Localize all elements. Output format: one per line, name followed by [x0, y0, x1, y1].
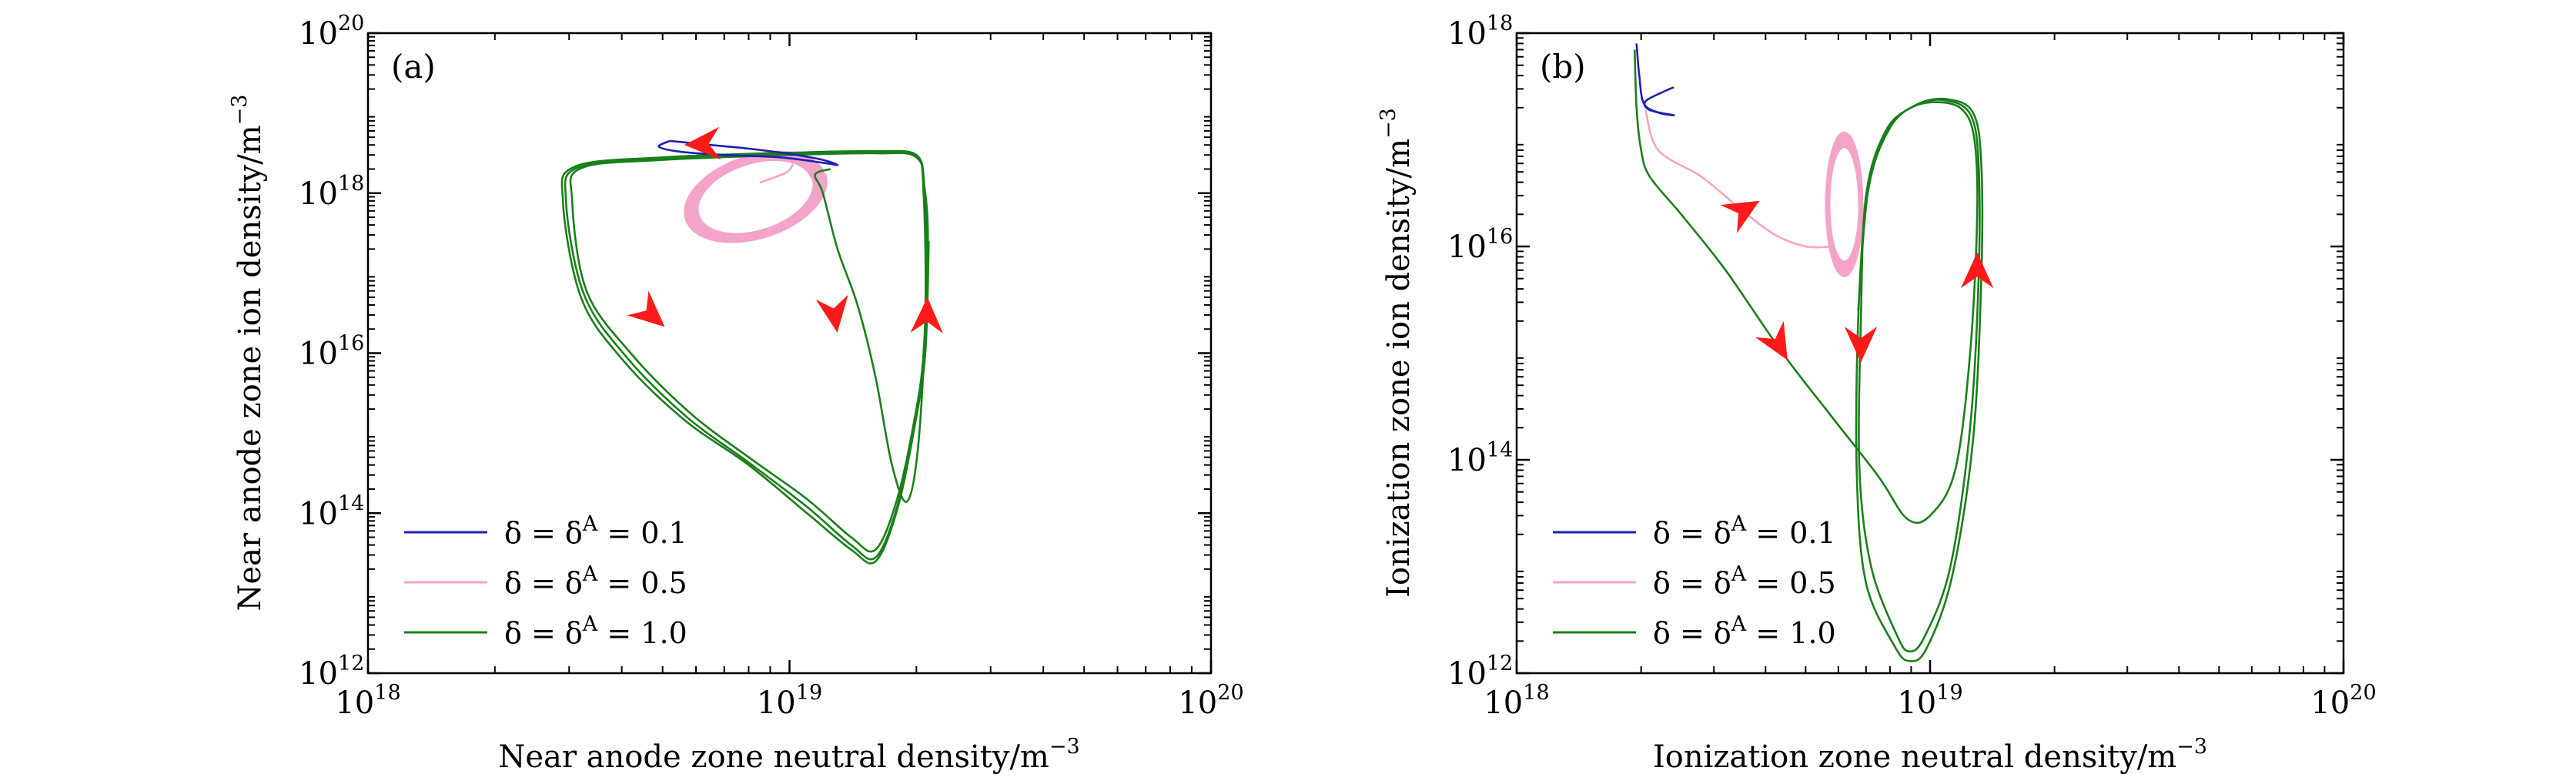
- plot-frame: [366, 32, 1213, 675]
- series-line: [684, 150, 828, 243]
- y-axis-title: Ionization zone ion density/m−3: [1377, 108, 1417, 598]
- direction-arrow: [910, 297, 943, 334]
- x-axis-title: Ionization zone neutral density/m−3: [1653, 735, 2207, 775]
- series-line: [657, 139, 839, 166]
- series-line: [560, 149, 930, 565]
- x-tick-label: 1019: [757, 681, 822, 721]
- direction-arrow: [1960, 252, 1994, 289]
- series-green: [560, 149, 930, 565]
- legend-label: δ = δA = 0.1: [1653, 512, 1836, 550]
- series-green: [1634, 49, 1984, 662]
- legend-label: δ = δA = 0.5: [1653, 562, 1836, 600]
- legend: δ = δA = 0.1 δ = δA = 0.5 δ = δA = 1.0: [1553, 512, 1836, 650]
- series-line: [1634, 49, 1984, 662]
- y-tick-label: 1016: [299, 332, 364, 372]
- x-tick-label: 1018: [1484, 681, 1549, 721]
- legend-label: δ = δA = 1.0: [504, 612, 687, 650]
- x-tick-label: 1020: [2310, 681, 2376, 721]
- y-tick-label: 1018: [1447, 12, 1513, 52]
- y-tick-label: 1018: [299, 172, 364, 212]
- x-tick-label: 1018: [335, 681, 400, 721]
- direction-arrow: [815, 294, 848, 333]
- y-tick-label: 1014: [299, 491, 364, 531]
- series-pink: [684, 150, 828, 243]
- legend: δ = δA = 0.1 δ = δA = 0.5 δ = δA = 1.0: [404, 512, 687, 650]
- series-line: [1635, 43, 1675, 116]
- plot-area: [560, 139, 930, 565]
- panel-label: (b): [1540, 48, 1586, 85]
- series-blue: [657, 139, 839, 166]
- series-line: [1825, 131, 1864, 277]
- y-tick-label: 1012: [1447, 652, 1513, 692]
- y-axis-title: Near anode zone ion density/m−3: [228, 95, 268, 612]
- y-tick-label: 1020: [299, 12, 364, 52]
- panel-a: 1018 1019 1020 1012 1014 1016 1018 1020 Near ano…: [228, 12, 1244, 775]
- plot-frame: [1515, 32, 2345, 675]
- legend-label: δ = δA = 0.5: [504, 562, 687, 600]
- direction-arrow: [1844, 327, 1878, 363]
- y-tick-label: 1014: [1447, 438, 1513, 478]
- y-tick-label: 1012: [299, 652, 364, 692]
- direction-arrow: [1755, 320, 1788, 360]
- legend-label: δ = δA = 0.1: [504, 512, 687, 550]
- direction-arrow: [1720, 200, 1760, 233]
- series-blue: [1635, 43, 1675, 116]
- x-axis-title: Near anode zone neutral density/m−3: [498, 735, 1079, 775]
- x-tick-label: 1020: [1178, 681, 1243, 721]
- panel-label: (a): [391, 48, 436, 85]
- panel-b: 1018 1019 1020 1012 1014 1016 1018 Ionization z…: [1377, 12, 2377, 775]
- direction-arrow: [627, 290, 665, 327]
- series-line: [759, 163, 795, 184]
- direction-arrow: [684, 126, 721, 160]
- legend-label: δ = δA = 1.0: [1653, 612, 1836, 650]
- series-pink: [1644, 109, 1864, 277]
- y-tick-label: 1016: [1447, 225, 1513, 265]
- x-tick-label: 1019: [1897, 681, 1962, 721]
